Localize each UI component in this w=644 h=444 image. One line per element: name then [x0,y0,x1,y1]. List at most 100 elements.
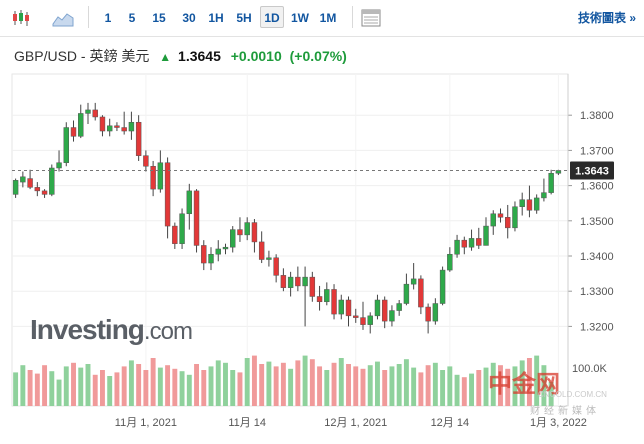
volume-bar [360,368,366,406]
quote-header: GBP/USD - 英鎊 美元 ▲ 1.3645 +0.0010 (+0.07%… [14,46,347,66]
candle-body [41,190,48,195]
candle-body [324,289,330,303]
candle-body [63,127,69,163]
candle-body [157,162,164,190]
volume-bar [302,355,308,406]
candle-body [432,303,439,322]
volume-bar [317,366,323,406]
interval-1m-button[interactable]: 1M [319,11,337,25]
candle-body [345,299,352,317]
logo-word: Investing [30,314,145,345]
interval-5h-button[interactable]: 5H [236,11,252,25]
volume-bar [512,366,518,406]
candle-body [273,257,279,276]
volume-bar [411,367,417,406]
interval-1w-button[interactable]: 1W [291,11,309,25]
volume-bar [114,372,120,406]
candle-body [193,190,200,246]
candle-body [251,222,258,243]
tech-chart-link[interactable]: 技術圖表 » [577,11,636,25]
volume-bar [92,374,98,406]
candle-body [237,229,243,236]
interval-5-button[interactable]: 5 [128,11,136,25]
interval-1d-button[interactable]: 1D [260,6,284,28]
volume-bar [179,371,185,406]
candle-body [374,299,381,317]
volume-bar [63,366,69,406]
candle-body [512,206,518,229]
y-tick-label: 1.3400 [580,251,614,263]
table-view-icon[interactable] [360,8,382,28]
candlestick-chart-type-icon[interactable] [10,8,32,28]
volume-bar [107,376,113,406]
candle-body [106,125,113,132]
volume-bar [259,364,265,406]
last-price: 1.3645 [178,48,221,64]
price-change: +0.0010 [230,48,282,64]
x-tick-label: 12月 1, 2021 [324,417,387,429]
volume-bar [461,377,467,406]
price-chart[interactable]: 1.3800 1.3700 1.3600 1.3500 1.3400 1.3300 1.32… [0,66,644,439]
table-icon-svg [361,9,381,27]
volume-bar [498,365,503,406]
current-price-tag [570,161,614,180]
volume-bar [324,370,330,406]
candle-body [410,278,417,285]
volume-bar [100,370,105,406]
volume-bars [13,355,554,406]
volume-bar [483,367,489,406]
candle-body [533,197,540,211]
volume-bar [541,365,547,406]
volume-bar [440,370,446,406]
y-tick-label: 1.3300 [580,286,614,298]
x-tick-label: 11月 14 [228,417,266,429]
volume-bar [526,358,532,406]
candle-body [215,248,221,255]
volume-bar [165,365,171,406]
candle-body [34,187,41,192]
volume-bar [338,358,344,406]
candle-body [164,162,171,227]
volume-bar [505,368,511,406]
x-tick-label: 1月 3, 2022 [530,417,587,429]
volume-bar [432,362,438,406]
candle-body [418,278,424,308]
volume-bar [143,370,149,406]
candle-body [360,317,366,325]
candle-body [309,276,316,297]
candle-body [425,306,431,322]
x-tick-label: 11月 1, 2021 [115,417,177,429]
interval-1h-button[interactable]: 1H [208,11,224,25]
candles [12,102,562,334]
interval-30-button[interactable]: 30 [182,11,196,25]
volume-bar [186,374,192,406]
candle-body [381,299,388,322]
area-chart-type-icon[interactable] [52,8,74,28]
candlestick-icon-svg [13,10,29,26]
volume-bar [396,364,402,406]
volume-bar [230,370,236,406]
cngold-watermark: 中金网 [488,371,560,398]
candle-body [461,239,468,248]
candle-body [222,246,229,250]
chart-svg: 1.3800 1.3700 1.3600 1.3500 1.3400 1.3300 1.32… [11,73,614,429]
candle-body [27,178,33,188]
chart-axes: 1.3800 1.3700 1.3600 1.3500 1.3400 1.3300 1.32… [12,74,614,429]
candle-body [99,116,106,132]
volume-axis-label: 100.0K [572,363,608,375]
candle-body [92,109,98,118]
volume-bar [548,382,554,406]
volume-bar [251,355,257,406]
volume-bar [49,371,55,406]
volume-bar [454,374,460,406]
interval-1-button[interactable]: 1 [104,11,112,25]
candle-body [172,225,178,244]
interval-15-button[interactable]: 15 [152,11,166,25]
candle-body [266,257,272,260]
candle-body [497,213,504,218]
candle-body [454,239,460,255]
volume-bar [273,366,279,406]
investing-logo: Investing.com [30,314,193,346]
candle-body [367,315,373,325]
volume-bar [128,360,134,406]
